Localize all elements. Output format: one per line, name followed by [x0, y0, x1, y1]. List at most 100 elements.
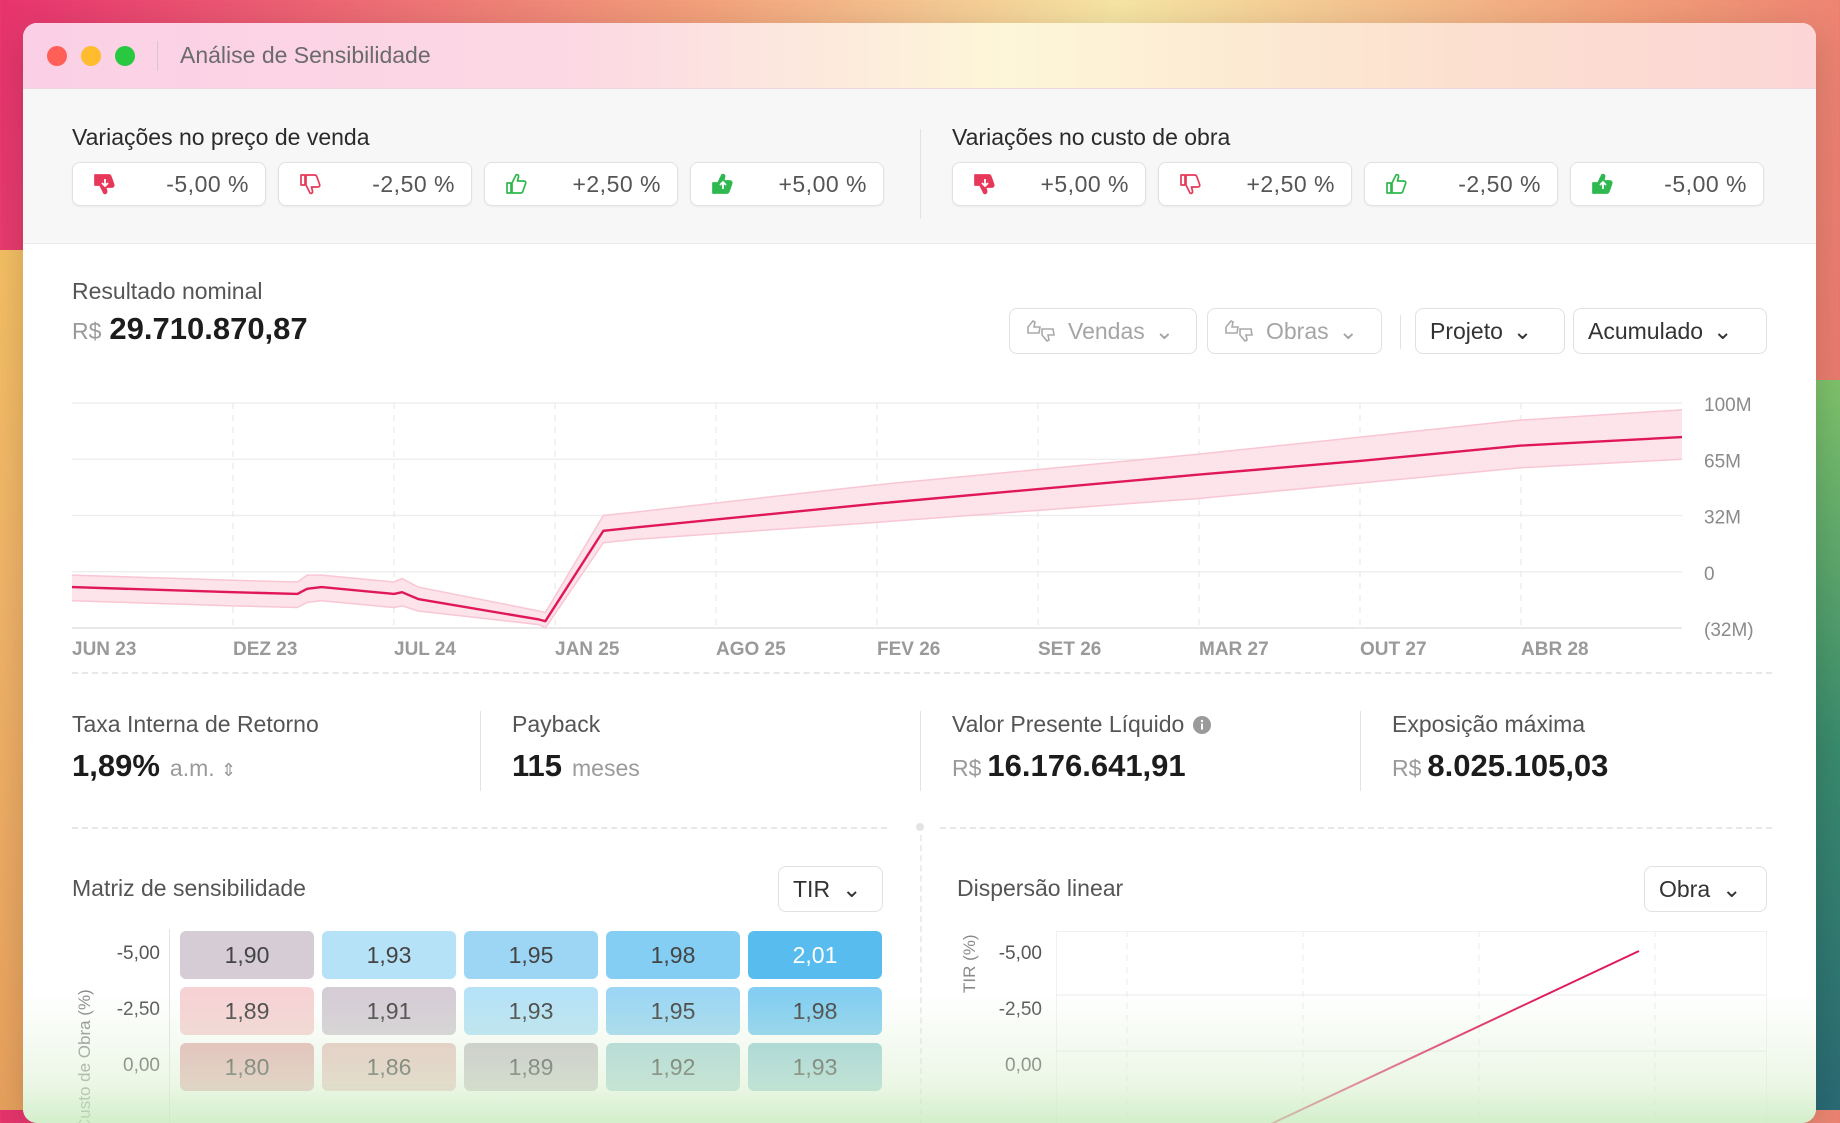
mode-label: Acumulado	[1588, 317, 1704, 344]
works-filter-label: Obras	[1266, 317, 1329, 344]
up-down-chevron-icon: ⇕	[221, 760, 237, 780]
thumbs-up-strong-icon	[1592, 173, 1613, 194]
kpi-exposure: Exposição máxima R$ 8.025.105,03	[1392, 711, 1608, 784]
dispersion-chart	[1056, 931, 1767, 1123]
variation-button[interactable]: -2,50 %	[278, 162, 472, 206]
matrix-metric-dropdown[interactable]: TIR ⌄	[778, 866, 883, 912]
matrix-cell[interactable]: 1,89	[464, 1043, 598, 1091]
matrix-cell[interactable]: 1,98	[606, 931, 740, 979]
info-icon[interactable]	[1192, 715, 1212, 735]
dispersion-title: Dispersão linear	[957, 875, 1124, 901]
x-tick-label: JUL 24	[394, 639, 456, 660]
dispersion-dimension-label: Obra	[1659, 875, 1711, 902]
y-tick-label: (32M)	[1704, 620, 1754, 641]
zoom-window-button[interactable]	[115, 45, 135, 66]
matrix-cell[interactable]: 1,86	[322, 1043, 456, 1091]
kpi-irr: Taxa Interna de Retorno 1,89% a.m. ⇕	[72, 711, 319, 784]
variation-button[interactable]: +2,50 %	[484, 162, 678, 206]
chevron-down-icon: ⌄	[1722, 875, 1742, 902]
confidence-band	[72, 409, 1682, 628]
matrix-cell[interactable]: 1,93	[322, 931, 456, 979]
sales-filter-label: Vendas	[1068, 317, 1145, 344]
dispersion-y-axis-label: TIR (%)	[960, 934, 979, 993]
variation-value: -5,00 %	[166, 170, 249, 197]
window-title: Análise de Sensibilidade	[180, 42, 431, 68]
x-tick-label: AGO 25	[716, 639, 786, 660]
band-upper-line	[72, 409, 1683, 614]
minimize-window-button[interactable]	[81, 45, 101, 66]
thumbs-up-icon	[506, 173, 527, 194]
matrix-cell[interactable]: 1,98	[748, 987, 882, 1035]
variation-button[interactable]: -5,00 %	[1570, 162, 1764, 206]
dispersion-row-label: 0,00	[1005, 1055, 1042, 1076]
cost-variations-title: Variações no custo de obra	[952, 124, 1231, 150]
close-window-button[interactable]	[47, 45, 67, 66]
matrix-cell[interactable]: 1,95	[464, 931, 598, 979]
kpi-npv-label: Valor Presente Líquido	[952, 711, 1185, 737]
thumbs-up-strong-icon	[712, 173, 733, 194]
kpi-payback-unit: meses	[572, 755, 640, 781]
x-tick-label: MAR 27	[1199, 639, 1269, 660]
currency-label: R$	[72, 318, 102, 344]
y-tick-label: 0	[1704, 564, 1715, 585]
irr-period-label: a.m.	[169, 755, 215, 781]
matrix-metric-label: TIR	[793, 875, 831, 902]
matrix-cell[interactable]: 1,92	[606, 1043, 740, 1091]
thumbs-down-icon	[300, 174, 321, 195]
dispersion-line	[1270, 950, 1640, 1123]
matrix-cell[interactable]: 1,89	[180, 987, 314, 1035]
variation-button[interactable]: +5,00 %	[952, 162, 1146, 206]
sales-filter-dropdown[interactable]: Vendas ⌄	[1009, 308, 1197, 354]
currency-label: R$	[952, 755, 982, 781]
thumbs-up-icon	[1386, 173, 1407, 194]
variation-value: -2,50 %	[372, 170, 455, 197]
scope-dropdown[interactable]: Projeto ⌄	[1415, 308, 1565, 354]
variations-bar: Variações no preço de venda Variações no…	[23, 89, 1816, 244]
matrix-cell[interactable]: 1,90	[180, 931, 314, 979]
matrix-cell[interactable]: 1,95	[606, 987, 740, 1035]
y-tick-label: 65M	[1704, 451, 1741, 472]
matrix-cell[interactable]: 1,91	[322, 987, 456, 1035]
matrix-title: Matriz de sensibilidade	[72, 875, 306, 901]
kpi-npv: Valor Presente Líquido R$ 16.176.641,91	[952, 711, 1212, 784]
nominal-result: Resultado nominal R$ 29.710.870,87	[72, 278, 308, 347]
dispersion-grid	[1126, 931, 1656, 1123]
irr-period-toggle[interactable]: a.m. ⇕	[170, 755, 236, 782]
x-tick-label: OUT 27	[1360, 639, 1427, 660]
kpi-npv-value: 16.176.641,91	[987, 748, 1186, 783]
band-lower-line	[72, 458, 1683, 629]
variation-value: -5,00 %	[1664, 170, 1747, 197]
nominal-result-label: Resultado nominal	[72, 278, 263, 304]
thumbs-pair-icon	[1225, 320, 1253, 342]
thumbs-down-strong-icon	[974, 174, 995, 195]
matrix-row-label: -5,00	[116, 943, 160, 964]
matrix-cell[interactable]: 1,80	[180, 1043, 314, 1091]
matrix-row-label: -2,50	[116, 999, 160, 1020]
matrix-row-label: 0,00	[123, 1055, 160, 1076]
variation-value: +5,00 %	[778, 170, 867, 197]
variation-button[interactable]: -5,00 %	[72, 162, 266, 206]
title-bar: Análise de Sensibilidade	[23, 23, 1816, 89]
variation-value: +5,00 %	[1040, 170, 1129, 197]
variation-button[interactable]: -2,50 %	[1364, 162, 1558, 206]
kpi-payback: Payback 115 meses	[512, 711, 640, 784]
matrix-cell[interactable]: 1,93	[748, 1043, 882, 1091]
thumbs-down-icon	[1180, 174, 1201, 195]
chevron-down-icon: ⌄	[1338, 317, 1358, 344]
chevron-down-icon: ⌄	[1713, 317, 1733, 344]
variation-value: +2,50 %	[1246, 170, 1335, 197]
dispersion-dimension-dropdown[interactable]: Obra ⌄	[1644, 866, 1767, 912]
variation-button[interactable]: +5,00 %	[690, 162, 884, 206]
nominal-result-value: 29.710.870,87	[109, 311, 308, 346]
y-tick-label: 32M	[1704, 508, 1741, 529]
price-variations-title: Variações no preço de venda	[72, 124, 370, 150]
matrix-cell[interactable]: 1,93	[464, 987, 598, 1035]
result-series-line	[72, 435, 1683, 623]
kpi-exposure-value: 8.025.105,03	[1427, 748, 1609, 783]
mode-dropdown[interactable]: Acumulado ⌄	[1573, 308, 1767, 354]
variation-button[interactable]: +2,50 %	[1158, 162, 1352, 206]
works-filter-dropdown[interactable]: Obras ⌄	[1207, 308, 1382, 354]
variation-value: -2,50 %	[1458, 170, 1541, 197]
matrix-cell[interactable]: 2,01	[748, 931, 882, 979]
x-tick-label: SET 26	[1038, 639, 1101, 660]
